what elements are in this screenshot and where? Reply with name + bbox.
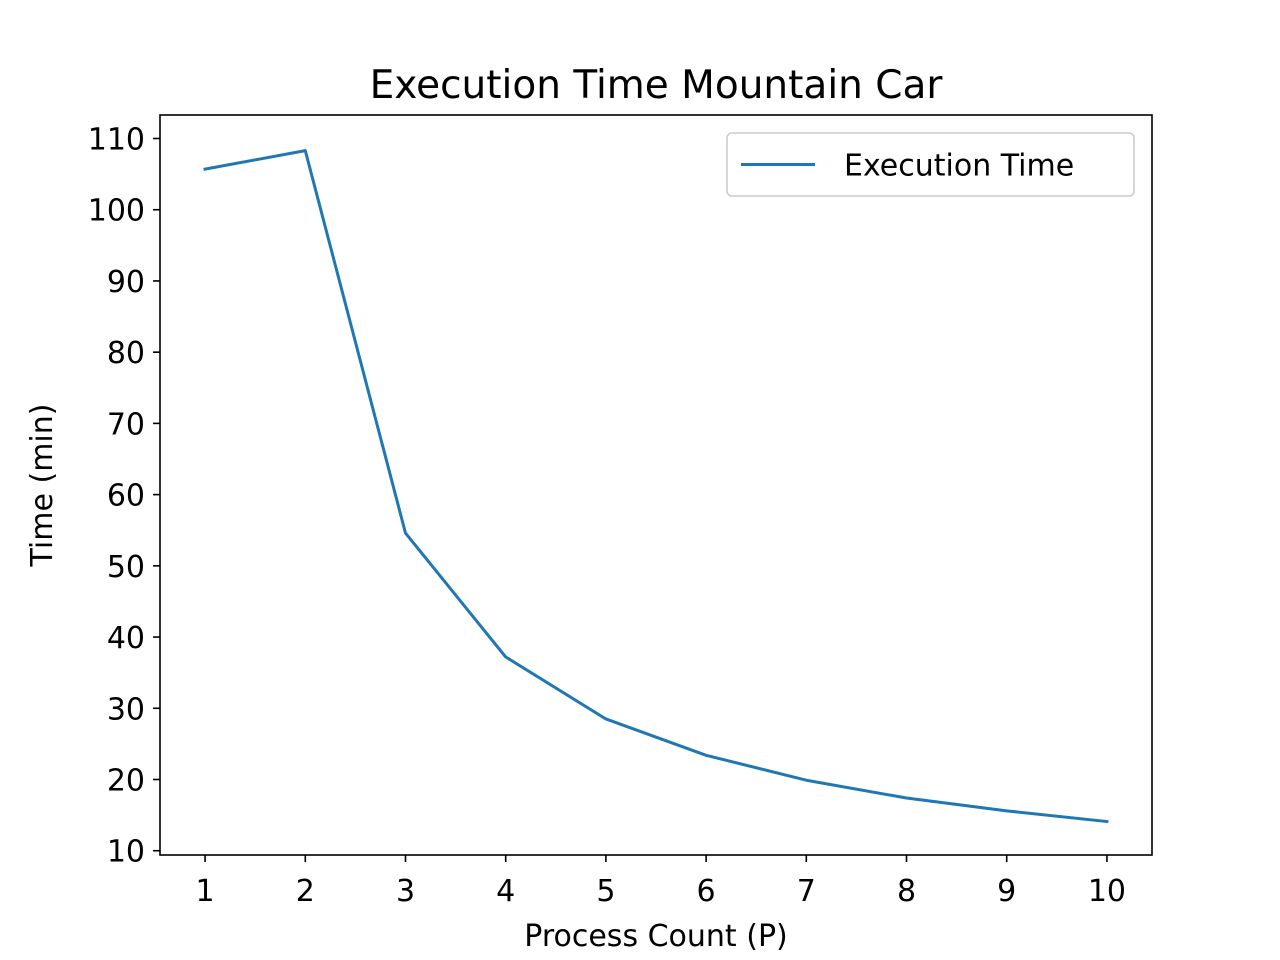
y-axis-ticks: 10 20 30 40 50 60 70 80 90 100 110 [88,123,160,870]
x-axis-ticks: 1 2 3 4 5 6 7 8 9 10 [196,855,1126,909]
x-tick-label: 3 [396,874,415,909]
x-tick-label: 2 [296,874,315,909]
legend: Execution Time [726,132,1135,197]
x-tick-label: 6 [697,874,716,909]
x-tick-label: 1 [196,874,215,909]
x-tick-label: 5 [596,874,615,909]
x-tick-label: 10 [1088,874,1126,909]
chart-title: Execution Time Mountain Car [370,63,944,108]
x-tick-label: 9 [997,874,1016,909]
y-tick-label: 20 [107,764,145,799]
y-tick-label: 110 [88,123,145,158]
x-tick-label: 4 [496,874,515,909]
y-tick-label: 10 [107,835,145,870]
plot-frame [159,114,1153,856]
y-tick-label: 40 [107,621,145,656]
y-tick-label: 100 [88,194,145,229]
plot-lines [203,149,1109,824]
x-tick-label: 8 [897,874,916,909]
series-line-0 [203,149,1109,824]
y-tick-label: 50 [107,550,145,585]
legend-label: Execution Time [844,149,1074,184]
y-tick-label: 80 [107,336,145,371]
x-axis-label: Process Count (P) [524,919,787,954]
x-tick-label: 7 [797,874,816,909]
y-tick-label: 30 [107,692,145,727]
y-tick-label: 70 [107,407,145,442]
y-tick-label: 90 [107,265,145,300]
y-axis-label: Time (min) [25,404,60,568]
legend-box [726,132,1135,197]
y-tick-label: 60 [107,479,145,514]
